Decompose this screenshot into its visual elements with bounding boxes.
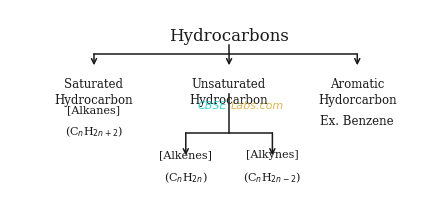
Text: (C$_n$H$_{2n-2}$): (C$_n$H$_{2n-2}$) [243, 170, 302, 185]
Text: Saturated
Hydrocarbon: Saturated Hydrocarbon [55, 78, 133, 107]
Text: [Alkanes]: [Alkanes] [67, 105, 121, 115]
Text: Aromatic
Hydorcarbon: Aromatic Hydorcarbon [318, 78, 396, 107]
Text: Unsaturated
Hydrocarbon: Unsaturated Hydrocarbon [190, 78, 268, 107]
Text: (C$_n$H$_{2n}$): (C$_n$H$_{2n}$) [164, 170, 208, 185]
Text: Hydrocarbons: Hydrocarbons [169, 28, 289, 45]
Text: (C$_n$H$_{2n+2}$): (C$_n$H$_{2n+2}$) [65, 125, 123, 139]
Text: [Alkenes]: [Alkenes] [159, 150, 212, 160]
Text: [Alkynes]: [Alkynes] [246, 150, 299, 160]
Text: CBSE: CBSE [198, 101, 228, 111]
Text: Labs.com: Labs.com [231, 101, 284, 111]
Text: Ex. Benzene: Ex. Benzene [320, 115, 394, 128]
